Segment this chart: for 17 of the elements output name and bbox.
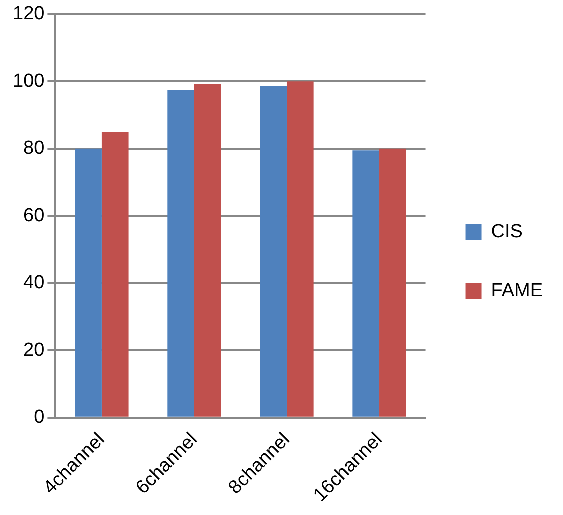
y-tick-label: 60 [24, 205, 45, 226]
y-tick-label: 0 [34, 407, 45, 428]
bar [194, 84, 222, 417]
bar [260, 86, 287, 417]
bar [168, 90, 194, 417]
y-tick-label: 20 [24, 340, 45, 361]
legend-label: CIS [491, 222, 523, 243]
y-tick-label: 100 [13, 70, 45, 92]
bar [380, 148, 406, 417]
y-tick-label: 40 [24, 272, 45, 294]
y-tick-label: 80 [24, 138, 45, 160]
bar [75, 148, 102, 417]
bar [352, 150, 380, 417]
bar [102, 132, 129, 417]
legend-label: FAME [491, 280, 544, 302]
y-tick-label: 120 [13, 4, 45, 25]
bar [286, 82, 314, 417]
